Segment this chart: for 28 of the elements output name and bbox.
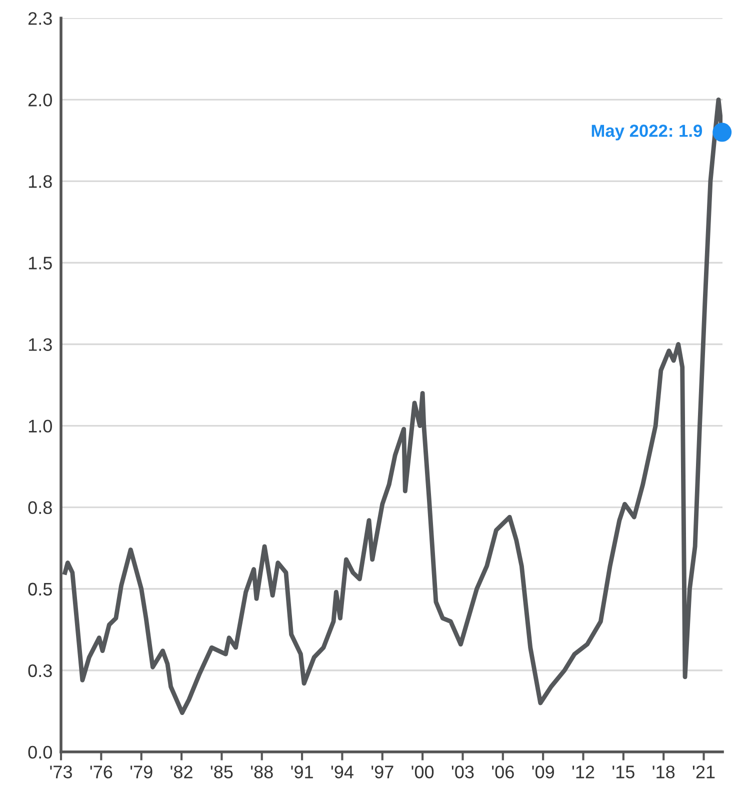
y-tick-label: 1.0 [28, 420, 52, 433]
x-tick-label: '94 [331, 766, 354, 778]
x-tick-label: '76 [90, 766, 112, 778]
x-tick-label: '82 [170, 766, 192, 778]
x-tick-label: '85 [210, 766, 233, 778]
y-tick-label: 2.3 [28, 12, 52, 25]
x-tick-label: '15 [612, 766, 634, 778]
x-tick-label: '97 [372, 766, 394, 778]
x-tick-label: '21 [692, 766, 715, 778]
x-tick-label: '88 [251, 766, 273, 778]
x-tick-label: '09 [532, 766, 554, 778]
x-tick-label: '73 [50, 766, 72, 778]
y-tick-label: 1.3 [28, 338, 52, 351]
x-tick-label: '91 [291, 766, 313, 778]
y-tick-label: 1.5 [28, 256, 52, 270]
annotation: May 2022: 1.9 [592, 124, 702, 140]
y-tick-label: 0.3 [28, 664, 52, 678]
y-tick-label: 2.0 [28, 94, 52, 106]
y-tick-label: 1.8 [28, 175, 52, 188]
y-tick-label: 0.5 [28, 582, 52, 596]
x-tick-label: '12 [572, 766, 594, 778]
x-tick-label: '00 [412, 766, 434, 778]
y-tick-label: 0.0 [28, 746, 52, 759]
x-tick-label: '03 [452, 766, 474, 778]
x-tick-label: '18 [652, 766, 675, 778]
x-tick-label: '79 [130, 766, 152, 778]
y-tick-label: 0.8 [28, 501, 52, 514]
x-tick-label: '06 [492, 766, 514, 778]
